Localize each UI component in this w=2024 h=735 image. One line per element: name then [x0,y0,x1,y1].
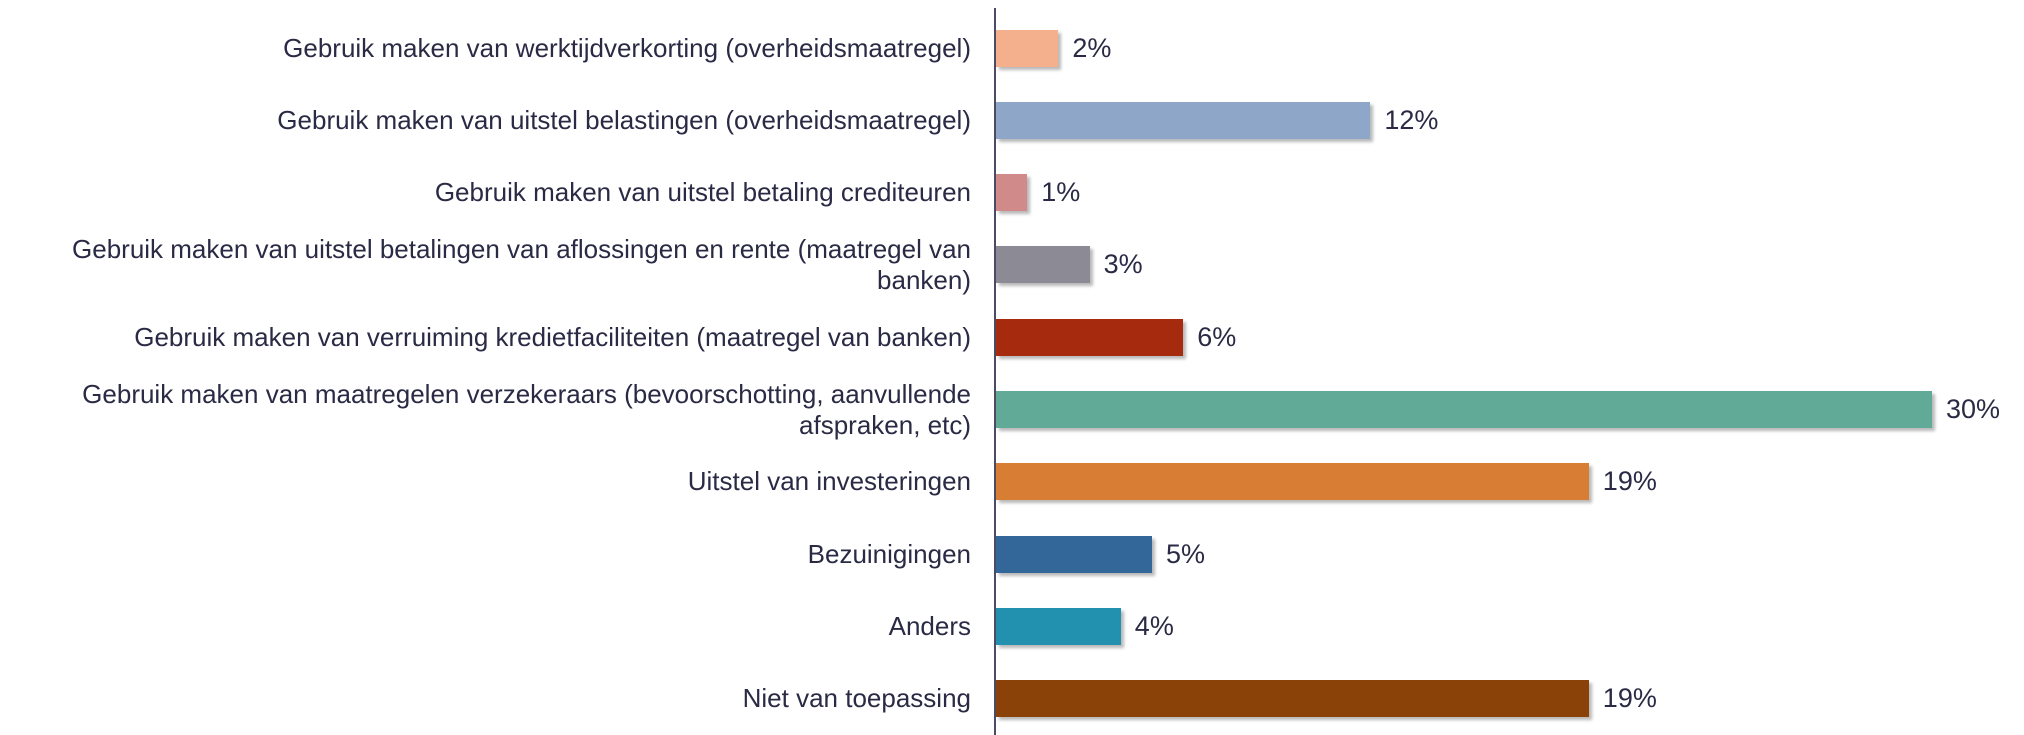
bar [996,391,1932,428]
value-label: 4% [1134,610,1174,641]
category-label: Uitstel van investeringen [687,466,971,497]
category-label: Niet van toepassing [742,683,971,714]
bar [996,174,1028,212]
bar [996,246,1090,284]
value-label: 6% [1197,321,1237,352]
value-label: 19% [1602,683,1657,714]
bar [996,535,1152,573]
category-label: Gebruik maken van uitstel betalingen van… [72,233,971,295]
bar [996,318,1184,356]
bar [996,463,1589,501]
category-label: Bezuinigingen [807,538,971,569]
category-label: Gebruik maken van werktijdverkorting (ov… [283,32,971,63]
bar [996,101,1371,139]
category-label: Gebruik maken van uitstel betaling credi… [434,177,971,208]
category-label: Gebruik maken van uitstel belastingen (o… [277,104,971,135]
bar [996,607,1121,645]
value-label: 30% [1946,394,2001,424]
value-label: 3% [1103,249,1143,280]
bar [996,29,1059,67]
value-label: 5% [1166,538,1206,569]
category-label: Anders [888,610,971,641]
value-label: 1% [1041,177,1081,208]
value-label: 19% [1602,466,1657,497]
category-label: Gebruik maken van maatregelen verzekeraa… [82,378,971,440]
bar [996,680,1589,718]
category-label: Gebruik maken van verruiming kredietfaci… [134,321,971,352]
value-label: 12% [1384,104,1439,135]
category-axis [994,8,996,735]
value-label: 2% [1072,32,1112,63]
